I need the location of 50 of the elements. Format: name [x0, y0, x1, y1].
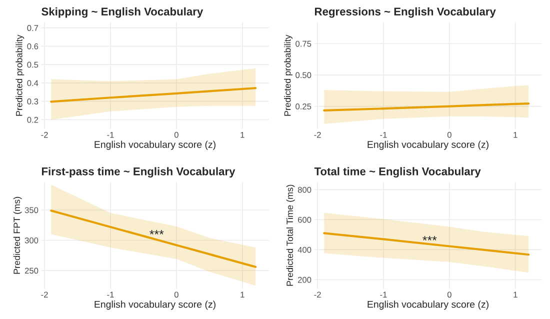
- x-tick-label: -1: [107, 132, 114, 138]
- y-tick-label: 0.3: [27, 98, 38, 104]
- line-series: [323, 232, 530, 256]
- y-tick-label: 0.50: [296, 72, 312, 78]
- x-axis-title: English vocabulary score (z): [94, 140, 216, 150]
- y-tick-label: 0.5: [27, 62, 38, 68]
- x-tick-label: 0: [174, 132, 178, 138]
- x-tick-label: -2: [314, 292, 321, 298]
- y-axis-title: Predicted FPT (ms): [13, 196, 22, 274]
- x-tick-label: -1: [380, 132, 387, 138]
- y-axis-title: Predicted probability: [284, 34, 292, 116]
- x-tick-label: 0: [447, 292, 452, 298]
- chart-title: Skipping ~ English Vocabulary: [42, 7, 204, 18]
- y-tick-label: 0.25: [296, 104, 312, 110]
- annotation: ***: [150, 230, 164, 234]
- x-axis-title: English vocabulary score (z): [368, 300, 488, 310]
- chart-title: Regressions ~ English Vocabulary: [314, 7, 496, 18]
- y-tick-label: 0.2: [27, 116, 38, 123]
- x-tick-label: 0: [174, 292, 178, 298]
- x-tick-label: -2: [41, 292, 48, 298]
- y-tick-label: 0.4: [27, 80, 38, 86]
- chart-title: Total time ~ English Vocabulary: [314, 167, 481, 178]
- x-tick-label: 1: [240, 292, 244, 298]
- y-tick-label: 200: [298, 276, 312, 283]
- x-tick-label: -2: [314, 132, 321, 138]
- x-tick-label: -1: [380, 292, 387, 298]
- x-tick-label: 1: [514, 292, 518, 298]
- chart-title: First-pass time ~ English Vocabulary: [42, 167, 236, 178]
- x-tick-label: 1: [240, 132, 244, 138]
- line-series: [323, 102, 530, 112]
- x-tick-label: 1: [514, 132, 518, 138]
- x-tick-label: -2: [41, 132, 48, 138]
- y-tick-label: 0.75: [296, 40, 312, 47]
- y-tick-label: 0.7: [27, 25, 38, 31]
- y-tick-label: 600: [298, 216, 312, 223]
- y-axis-title: Predicted Total Time (ms): [286, 184, 295, 286]
- y-tick-label: 800: [298, 186, 312, 193]
- x-axis-title: English vocabulary score (z): [368, 140, 488, 150]
- line-series: [50, 210, 257, 268]
- line-series: [50, 87, 257, 103]
- x-tick-label: -1: [107, 292, 114, 298]
- y-tick-label: 0.6: [27, 43, 38, 50]
- x-axis-title: English vocabulary score (z): [94, 300, 216, 310]
- y-tick-label: 250: [24, 268, 38, 274]
- y-axis-title: Predicted probability: [16, 34, 24, 116]
- annotation: ***: [422, 236, 437, 240]
- y-tick-label: 300: [24, 237, 38, 244]
- x-tick-label: 0: [447, 132, 452, 138]
- y-tick-label: 400: [298, 246, 312, 253]
- y-tick-label: 350: [24, 207, 38, 214]
